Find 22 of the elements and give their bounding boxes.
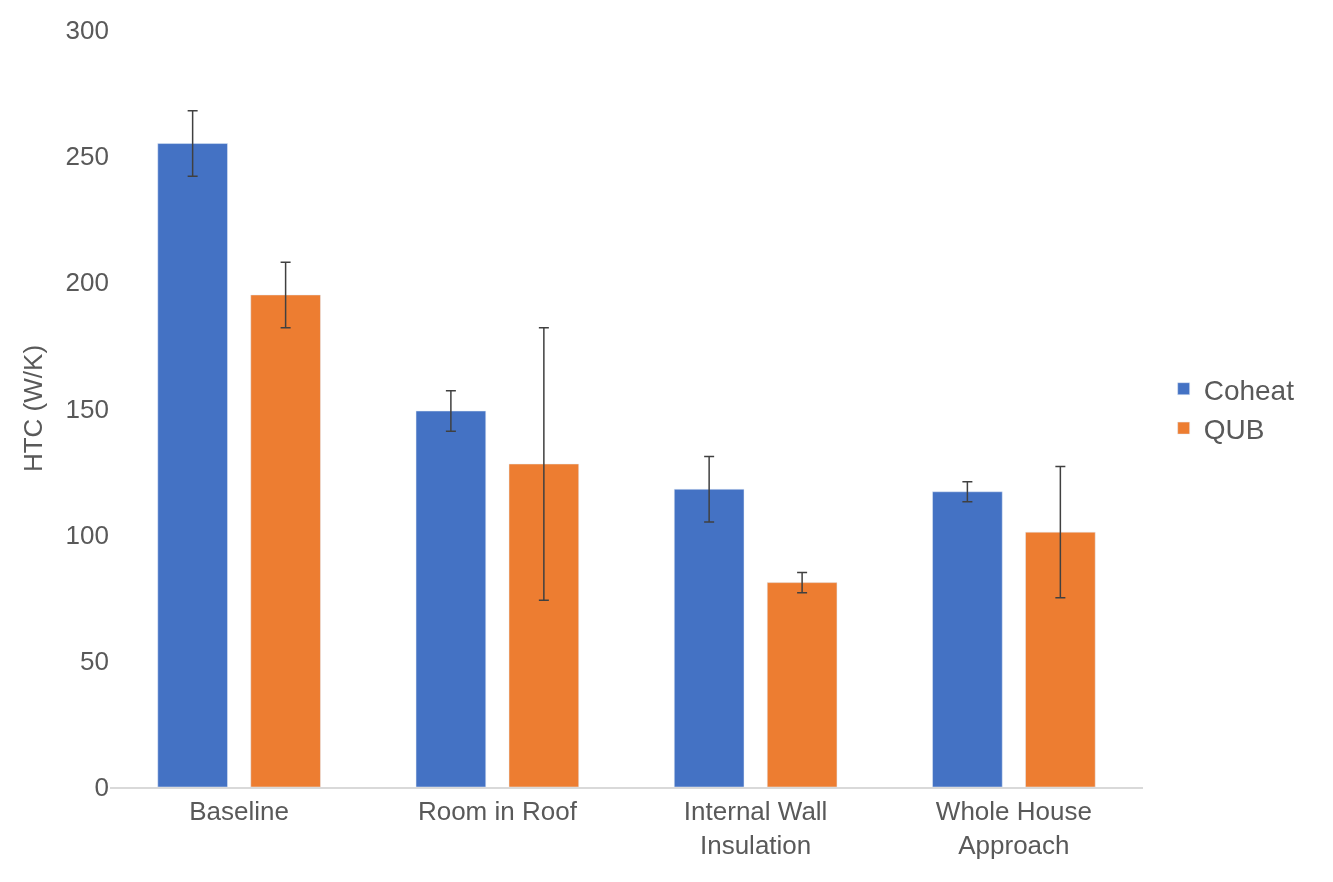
x-tick-label: Internal Wall Insulation bbox=[683, 795, 828, 860]
bar bbox=[415, 410, 486, 787]
bar bbox=[508, 463, 579, 787]
bar bbox=[767, 582, 838, 787]
bar bbox=[250, 294, 321, 787]
bar bbox=[157, 143, 228, 787]
y-tick-label: 300 bbox=[65, 15, 109, 46]
x-tick-label: Baseline bbox=[189, 795, 289, 826]
y-axis-title: HTC (W/K) bbox=[18, 344, 49, 473]
y-tick-label: 100 bbox=[65, 519, 109, 550]
legend-label: QUB bbox=[1203, 414, 1265, 446]
y-tick-label: 0 bbox=[94, 772, 109, 803]
y-tick-label: 250 bbox=[65, 141, 109, 172]
y-tick-label: 200 bbox=[65, 267, 109, 298]
legend-label: Coheat bbox=[1203, 374, 1295, 406]
bar bbox=[932, 491, 1003, 787]
x-tick-label: Whole House Approach bbox=[935, 795, 1092, 860]
bar bbox=[1025, 531, 1096, 787]
y-tick-label: 50 bbox=[80, 645, 109, 676]
x-tick-label: Room in Roof bbox=[417, 795, 578, 826]
bar bbox=[674, 489, 745, 787]
y-tick-label: 150 bbox=[65, 393, 109, 424]
